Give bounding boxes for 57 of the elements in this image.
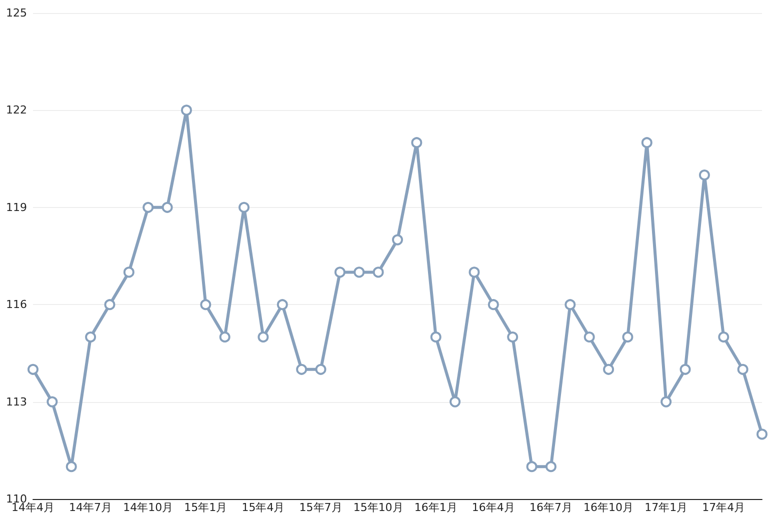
y-tick-label: 122 bbox=[6, 104, 27, 117]
point bbox=[315, 364, 326, 375]
point bbox=[66, 461, 77, 472]
point bbox=[85, 332, 96, 342]
point bbox=[142, 202, 154, 213]
point bbox=[372, 266, 384, 278]
point bbox=[450, 396, 461, 408]
point bbox=[258, 332, 269, 342]
point bbox=[354, 266, 365, 278]
point bbox=[545, 461, 556, 472]
point bbox=[737, 364, 748, 375]
x-tick-label: 16年1月 bbox=[414, 501, 458, 513]
point bbox=[392, 234, 403, 246]
y-tick-label: 113 bbox=[6, 395, 27, 408]
point bbox=[238, 202, 250, 213]
point bbox=[123, 266, 134, 278]
point bbox=[468, 266, 480, 278]
point bbox=[334, 266, 346, 278]
point bbox=[430, 332, 442, 342]
x-tick-label: 17年1月 bbox=[644, 501, 688, 513]
x-tick-label: 15年1月 bbox=[184, 501, 228, 513]
x-tick-label: 16年7月 bbox=[529, 501, 572, 513]
point bbox=[680, 364, 691, 375]
point bbox=[564, 299, 576, 310]
point bbox=[584, 332, 595, 342]
point bbox=[507, 332, 518, 342]
point bbox=[488, 299, 499, 310]
point bbox=[162, 202, 173, 213]
point bbox=[698, 170, 710, 180]
y-tick-label: 116 bbox=[6, 298, 27, 312]
point bbox=[219, 332, 230, 342]
point bbox=[46, 396, 58, 408]
x-tick-label: 14年4月 bbox=[12, 501, 54, 513]
point bbox=[526, 461, 538, 472]
point bbox=[603, 364, 614, 375]
x-tick-label: 15年7月 bbox=[299, 501, 342, 513]
x-tick-label: 16年10月 bbox=[584, 501, 634, 513]
point bbox=[641, 137, 652, 148]
point bbox=[104, 299, 116, 310]
point bbox=[622, 332, 634, 342]
point bbox=[276, 299, 288, 310]
point bbox=[180, 104, 192, 116]
point bbox=[200, 299, 212, 310]
x-tick-label: 16年4月 bbox=[472, 501, 515, 513]
point bbox=[718, 332, 730, 342]
point bbox=[296, 364, 308, 375]
point bbox=[411, 137, 422, 148]
point bbox=[28, 364, 38, 375]
x-tick-label: 17年4月 bbox=[702, 501, 746, 513]
x-tick-label: 15年10月 bbox=[353, 501, 404, 513]
y-tick-label: 119 bbox=[6, 200, 27, 214]
y-tick-label: 125 bbox=[6, 6, 27, 20]
point bbox=[660, 396, 672, 408]
x-tick-label: 15年4月 bbox=[242, 501, 285, 513]
x-tick-label: 14年10月 bbox=[123, 501, 174, 513]
point bbox=[756, 428, 768, 440]
x-tick-label: 14年7月 bbox=[69, 501, 112, 513]
